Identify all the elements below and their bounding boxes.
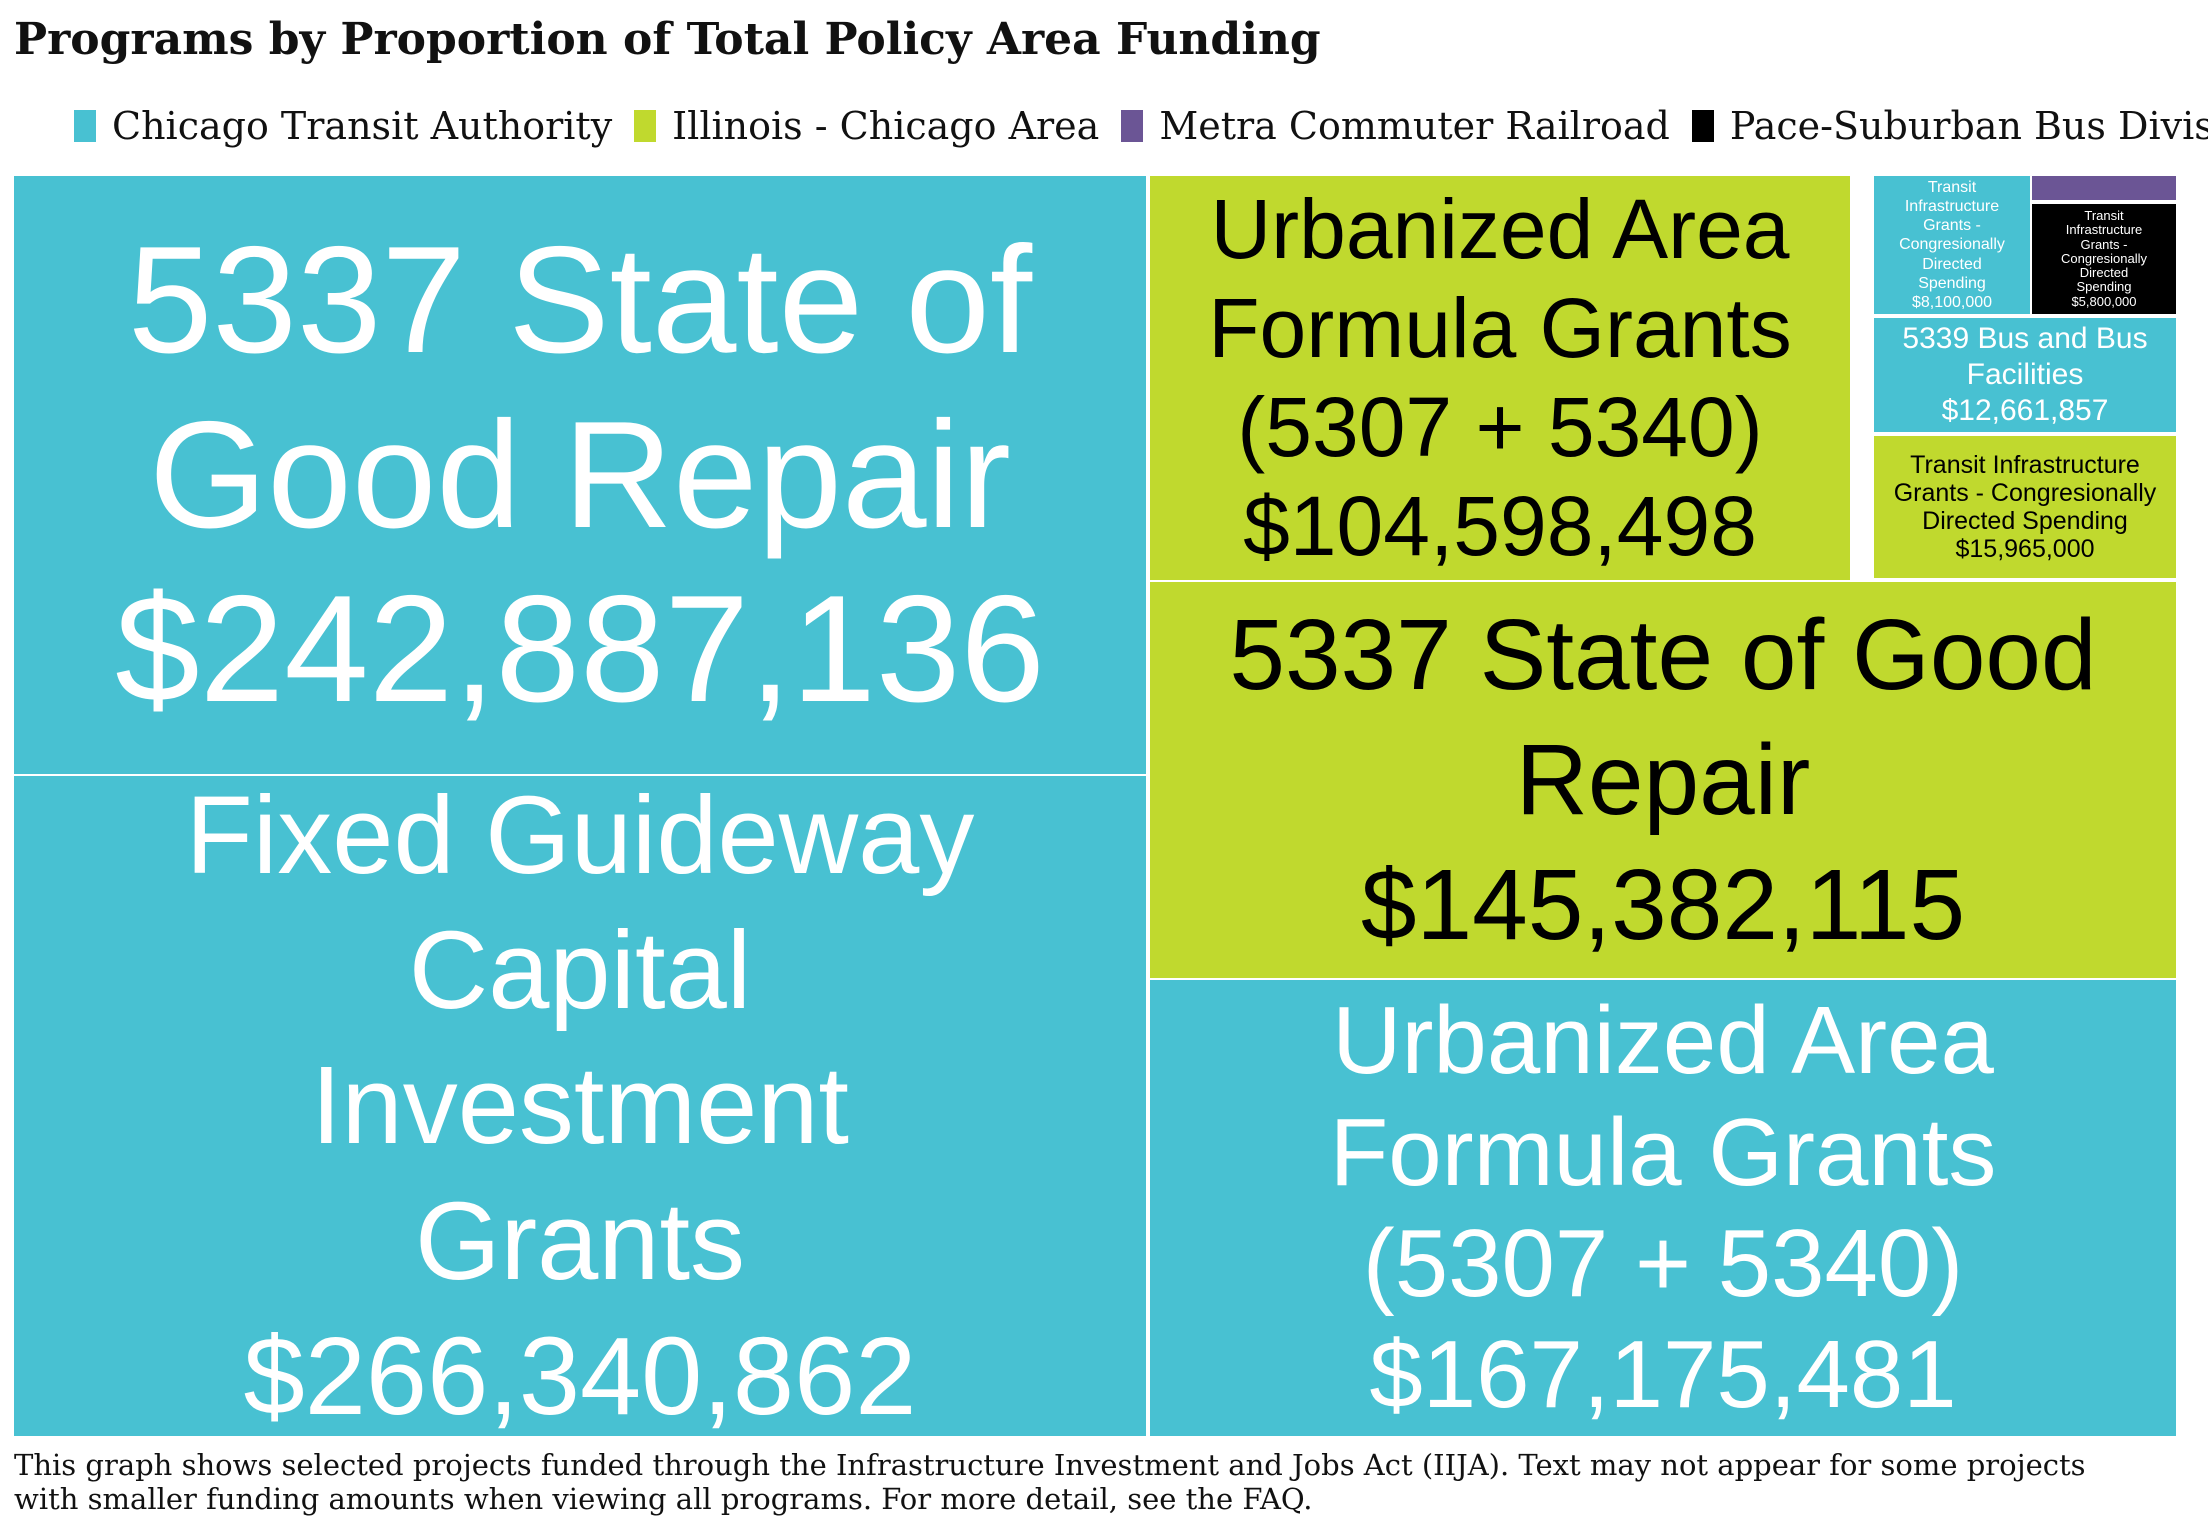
legend-swatch [74, 110, 96, 142]
footnote-line-2: with smaller funding amounts when viewin… [14, 1482, 1313, 1516]
tile-label: Fixed Guideway Capital Investment Grants [185, 776, 975, 1303]
treemap: 5337 State of Good Repair $242,887,136 Fixe… [14, 176, 2176, 1436]
legend: Chicago Transit Authority Illinois - Chi… [74, 102, 2208, 150]
tile-label: Transit Infrastructure Grants - Congresiona… [1899, 178, 2005, 292]
treemap-tile[interactable]: Urbanized Area Formula Grants (5307 + 5340… [1150, 176, 1850, 580]
treemap-tile[interactable]: Transit Infrastructure Grants - Congresiona… [2032, 204, 2176, 314]
legend-label: Metra Commuter Railroad [1159, 104, 1670, 148]
tile-label: Transit Infrastructure Grants - Congresio… [1893, 451, 2157, 535]
footnote-line-1: This graph shows selected projects funde… [14, 1448, 2086, 1482]
legend-swatch [1691, 110, 1714, 142]
footnote: This graph shows selected projects funde… [14, 1448, 2086, 1516]
chart-title: Programs by Proportion of Total Policy A… [14, 14, 1321, 65]
tile-label: 5339 Bus and Bus Facilities [1902, 322, 2148, 391]
legend-item-metra-commuter-railroad[interactable]: Metra Commuter Railroad [1121, 104, 1670, 148]
legend-swatch [634, 110, 657, 142]
tile-value: $15,965,000 [1955, 535, 2095, 563]
tile-label: Urbanized Area Formula Grants (5307 + 5340… [1329, 987, 1997, 1317]
legend-item-chicago-transit-authority[interactable]: Chicago Transit Authority [74, 104, 612, 148]
tile-label: Transit Infrastructure Grants - Congresiona… [2061, 207, 2147, 295]
tile-value: $12,661,857 [1941, 394, 2109, 427]
tile-label: 5337 State of Good Repair [127, 214, 1033, 560]
tile-value: $104,598,498 [1243, 479, 1757, 574]
treemap-tile[interactable] [2032, 176, 2176, 200]
tile-label: Urbanized Area Formula Grants (5307 + 5340… [1208, 181, 1792, 474]
legend-label: Pace-Suburban Bus Division [1729, 104, 2208, 148]
legend-item-illinois-chicago-area[interactable]: Illinois - Chicago Area [634, 104, 1099, 148]
treemap-tile[interactable]: Urbanized Area Formula Grants (5307 + 5340… [1150, 980, 2176, 1436]
tile-value: $242,887,136 [115, 564, 1045, 735]
tile-value: $5,800,000 [2071, 293, 2137, 309]
legend-swatch [1121, 110, 1144, 142]
treemap-tile[interactable]: Transit Infrastructure Grants - Congresiona… [1874, 176, 2030, 314]
tile-value: $266,340,862 [243, 1314, 917, 1436]
tile-value: $145,382,115 [1360, 848, 1966, 961]
tile-value: $167,175,481 [1369, 1321, 1957, 1429]
legend-item-pace-suburban-bus-division[interactable]: Pace-Suburban Bus Division [1691, 104, 2208, 148]
treemap-tile[interactable]: Transit Infrastructure Grants - Congresio… [1874, 436, 2176, 578]
treemap-tile[interactable]: 5337 State of Good Repair $145,382,115 [1150, 582, 2176, 978]
tile-label: 5337 State of Good Repair [1229, 598, 2097, 836]
treemap-tile[interactable]: 5339 Bus and Bus Facilities $12,661,857 [1874, 318, 2176, 432]
treemap-tile[interactable]: Fixed Guideway Capital Investment Grants $26… [14, 776, 1146, 1436]
legend-label: Illinois - Chicago Area [672, 104, 1100, 148]
treemap-tile[interactable]: 5337 State of Good Repair $242,887,136 [14, 176, 1146, 774]
tile-value: $8,100,000 [1911, 293, 1993, 311]
legend-label: Chicago Transit Authority [112, 104, 613, 148]
